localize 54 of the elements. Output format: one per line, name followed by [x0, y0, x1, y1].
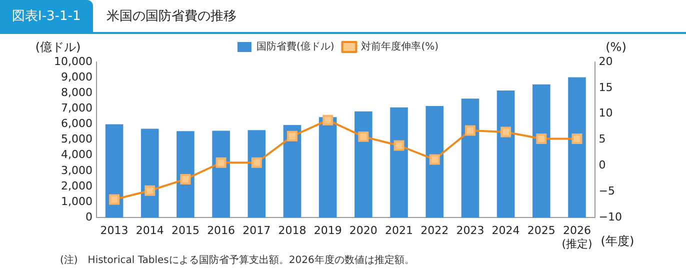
x-tick-label: 2024	[492, 224, 520, 238]
x-tick-label: 2020	[349, 224, 378, 238]
y-tick-label: 10,000	[54, 54, 92, 68]
text: 図表Ⅰ-3-1-1	[0, 0, 93, 32]
bar	[140, 128, 159, 218]
chart-title: 米国の国防省費の推移	[106, 8, 237, 26]
y2-tick-label: 20	[598, 54, 613, 68]
y-tick-label: 5,000	[60, 132, 92, 146]
bar	[532, 84, 550, 218]
y-tick-label: 6,000	[60, 117, 92, 130]
x-tick-label: 2023	[456, 224, 484, 238]
y-tick-label: 0	[85, 210, 92, 224]
y2-tick-label: −5	[598, 184, 616, 198]
bar	[390, 107, 408, 218]
bar	[212, 130, 230, 218]
bar	[461, 98, 480, 218]
y2-tick-label: 15	[598, 80, 613, 94]
x-tick-label: 2022	[420, 224, 449, 238]
bar	[568, 77, 586, 218]
bar	[318, 117, 337, 218]
x-axis-title: (年度)	[600, 234, 634, 248]
x-tick-label: 2016	[207, 224, 236, 238]
bar	[248, 130, 266, 218]
x-tick-label: 2018	[278, 224, 306, 238]
y2-tick-label: 5	[598, 132, 606, 146]
y-tick-label: 2,000	[60, 179, 92, 192]
x-tick-label: 2025	[527, 224, 556, 238]
x-tick-label: 2021	[385, 224, 414, 238]
legend-label: 国防省費(億ドル)	[256, 40, 334, 53]
y-tick-label: 4,000	[60, 148, 92, 162]
x-tick-label: 2026 (推定)	[562, 224, 592, 250]
y-tick-label: 3,000	[60, 164, 92, 177]
y-tick-label: 8,000	[60, 86, 92, 99]
bar	[105, 124, 124, 218]
bar	[496, 90, 515, 218]
y2-tick-label: 0	[598, 158, 606, 172]
legend-label: 対前年度伸率(%)	[361, 40, 439, 53]
y-tick-label: 9,000	[60, 70, 92, 84]
x-tick-label: 2013	[100, 224, 128, 238]
bar	[176, 131, 194, 218]
x-tick-label: 2014	[136, 224, 164, 238]
y2-tick-label: −10	[598, 210, 622, 224]
bar	[426, 106, 444, 218]
text: (注) Historical Tablesによる国防省予算支出額。2026年度の数値は推定額。	[59, 254, 416, 268]
x-tick-label: 2017	[242, 224, 271, 238]
y-tick-label: 7,000	[60, 102, 92, 115]
bar	[283, 125, 302, 218]
x-tick-label: 2019	[314, 224, 342, 238]
y2-axis-title: (%)	[606, 40, 626, 54]
x-tick-label: 2015	[171, 224, 200, 238]
y-axis-title: (億ドル)	[35, 40, 81, 54]
bar	[354, 111, 372, 218]
y-tick-label: 1,000	[60, 194, 92, 208]
y2-tick-label: 10	[598, 106, 613, 120]
